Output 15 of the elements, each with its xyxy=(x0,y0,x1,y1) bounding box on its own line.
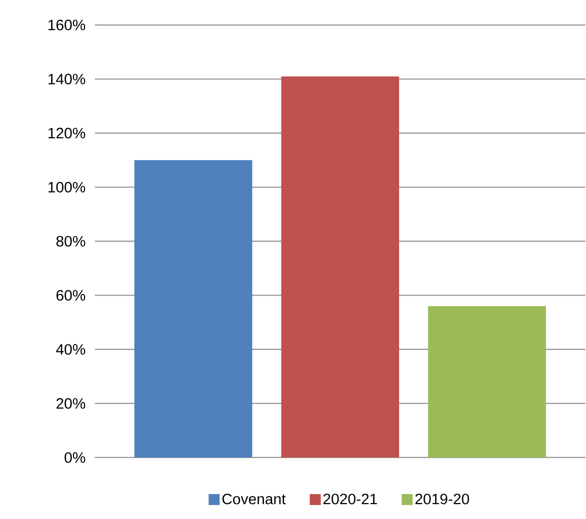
legend-label: 2019-20 xyxy=(415,493,470,504)
y-tick-label: 120% xyxy=(48,128,86,138)
y-tick-label: 40% xyxy=(56,344,86,354)
bar xyxy=(134,160,252,458)
y-tick-label: 140% xyxy=(48,74,86,84)
legend-label: Covenant xyxy=(222,493,286,504)
y-tick-label: 0% xyxy=(64,452,86,463)
y-tick-label: 20% xyxy=(56,398,86,409)
legend-label: 2020-21 xyxy=(323,493,377,504)
bar xyxy=(428,306,546,458)
y-tick-label: 160% xyxy=(48,19,86,30)
bar xyxy=(281,76,400,458)
y-tick-label: 100% xyxy=(48,182,86,192)
y-tick-label: 80% xyxy=(56,236,86,246)
y-tick-label: 60% xyxy=(56,290,86,300)
